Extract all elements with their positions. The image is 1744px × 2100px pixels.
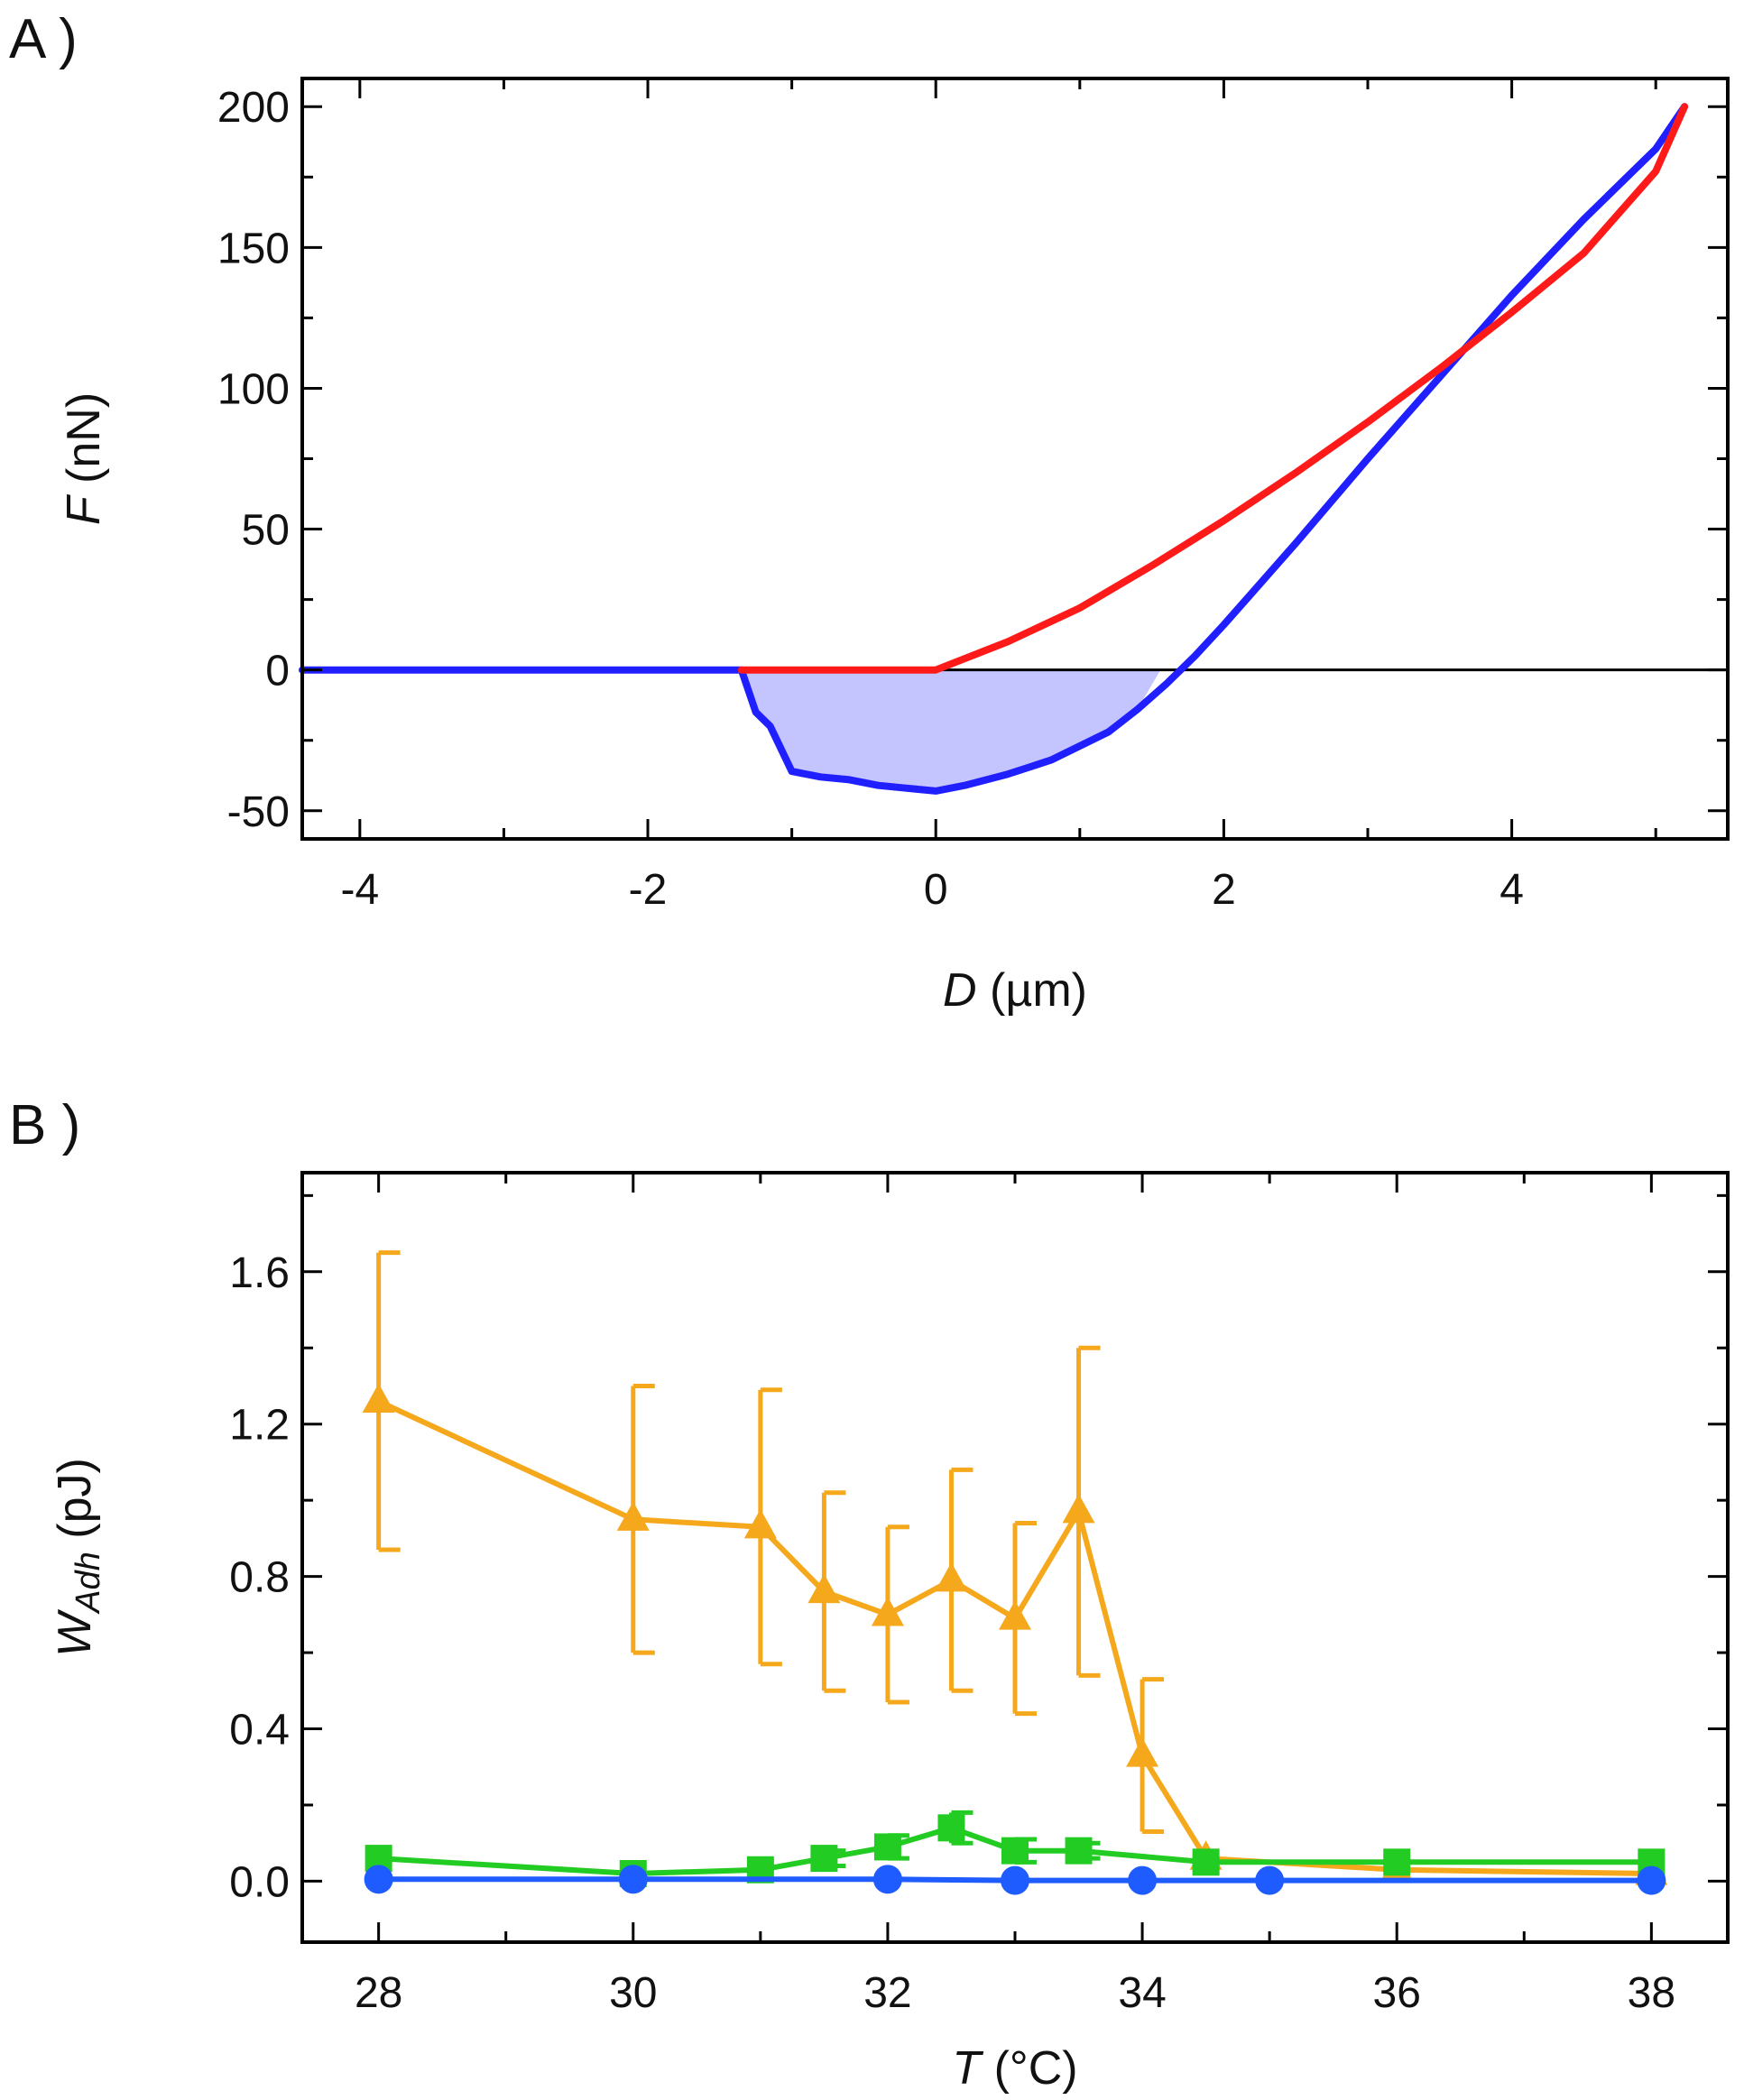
panel-a: A ) -4 -2 0 2 4 -50 0 50 100 150 200 D (µm) F (nN): [9, 8, 1730, 1017]
panel-a-adhesion-area: [741, 669, 1161, 791]
panel-a-y-tick-label: -50: [227, 788, 290, 836]
panel-b-x-tick-label: 36: [1373, 1969, 1421, 2017]
panel-a-y-axis-label: F (nN): [58, 392, 110, 525]
panel-b-triangle-marker: [616, 1501, 650, 1531]
panel-b-orange-triangles-series: [362, 1250, 1668, 1885]
panel-a-y-tick-label: 200: [217, 84, 290, 132]
panel-a-y-tick-label: 100: [217, 365, 290, 413]
panel-a-y-axis-var: F: [58, 493, 110, 525]
panel-b-circle-marker: [1255, 1865, 1285, 1895]
panel-a-x-axis-label: D (µm): [943, 964, 1087, 1017]
panel-b-ticks: 28 30 32 34 36 38 0.0 0.4 0.8 1.2 1.6: [229, 1173, 1728, 2017]
panel-a-y-tick-label: 50: [242, 507, 290, 555]
panel-a-shaded-area-group: [741, 669, 1161, 791]
panel-a-x-tick-label: 4: [1499, 866, 1524, 914]
panel-b-circle-marker: [1128, 1865, 1158, 1895]
panel-b-y-tick-label: 0.8: [229, 1554, 290, 1602]
panel-b-y-tick-label: 1.6: [229, 1249, 290, 1297]
panel-b-blue-circles-series: [364, 1865, 1666, 1895]
panel-b-y-axis-label: WAdh (pJ): [49, 1458, 107, 1657]
panel-b-square-marker: [937, 1814, 965, 1842]
panel-b-triangle-marker: [807, 1573, 841, 1604]
panel-b-y-tick-label: 0.0: [229, 1858, 290, 1906]
panel-a-y-axis-unit: (nN): [58, 392, 110, 497]
panel-b-square-marker: [1001, 1837, 1029, 1865]
panel-b-x-axis-label: T (°C): [952, 2042, 1077, 2095]
panel-a-x-tick-label: -2: [629, 866, 668, 914]
panel-b-triangle-marker: [935, 1562, 968, 1592]
panel-a-retraction-curve: [299, 103, 1689, 795]
panel-a-label: A ): [9, 8, 78, 70]
panel-a-x-axis-unit: (µm): [977, 964, 1087, 1017]
panel-a-ticks: -4 -2 0 2 4 -50 0 50 100 150 200: [217, 78, 1728, 914]
panel-b-x-tick-label: 32: [863, 1969, 911, 2017]
panel-b-x-tick-label: 38: [1628, 1969, 1675, 2017]
panel-b-square-marker: [810, 1845, 838, 1873]
panel-b-square-marker: [1383, 1848, 1411, 1876]
panel-b-circle-marker: [1637, 1865, 1666, 1895]
panel-b-triangle-marker: [999, 1600, 1031, 1630]
panel-b-circle-marker: [364, 1865, 393, 1894]
panel-b-triangle-marker: [743, 1508, 777, 1539]
panel-b-series-group: [362, 1250, 1668, 1895]
panel-b-triangle-marker: [871, 1597, 904, 1626]
panel-b-x-tick-label: 30: [609, 1969, 657, 2017]
panel-b-y-tick-label: 1.2: [229, 1402, 290, 1450]
panel-b-y-axis-var: W: [49, 1608, 101, 1657]
panel-a-x-tick-label: 2: [1212, 866, 1236, 914]
panel-b-triangle-marker: [1126, 1737, 1159, 1767]
panel-b-y-axis-unit: (pJ): [49, 1458, 101, 1552]
panel-b-square-marker: [1192, 1848, 1220, 1876]
panel-b-x-tick-label: 28: [355, 1969, 402, 2017]
panel-b-label: B ): [9, 1094, 80, 1156]
panel-b-circle-marker: [872, 1865, 902, 1894]
panel-b-triangle-marker: [362, 1383, 395, 1413]
panel-b-circle-marker: [1001, 1865, 1029, 1895]
panel-b-y-tick-label: 0.4: [229, 1707, 290, 1755]
panel-b: B ) 28 30 32 34 36 38 0.0 0.4 0.8 1.2 1.6 T (°C) W…: [9, 1094, 1730, 2095]
panel-a-y-tick-label: 150: [217, 225, 290, 272]
panel-b-y-axis-subscript: Adh: [69, 1552, 107, 1615]
panel-b-square-marker: [873, 1833, 901, 1861]
panel-b-circle-marker: [618, 1865, 648, 1894]
panel-b-x-axis-unit: (°C): [981, 2042, 1077, 2095]
panel-b-x-axis-var: T: [952, 2042, 983, 2095]
panel-b-square-marker: [1065, 1837, 1093, 1865]
panel-a-y-tick-label: 0: [265, 648, 290, 695]
panel-a-approach-curve: [737, 103, 1689, 674]
panel-a-series-group: [299, 103, 1689, 795]
panel-a-x-tick-label: -4: [340, 866, 379, 914]
panel-a-x-axis-var: D: [943, 964, 977, 1017]
panel-a-x-tick-label: 0: [924, 866, 948, 914]
panel-b-x-tick-label: 34: [1118, 1969, 1166, 2017]
panel-b-triangle-marker: [1062, 1494, 1095, 1524]
